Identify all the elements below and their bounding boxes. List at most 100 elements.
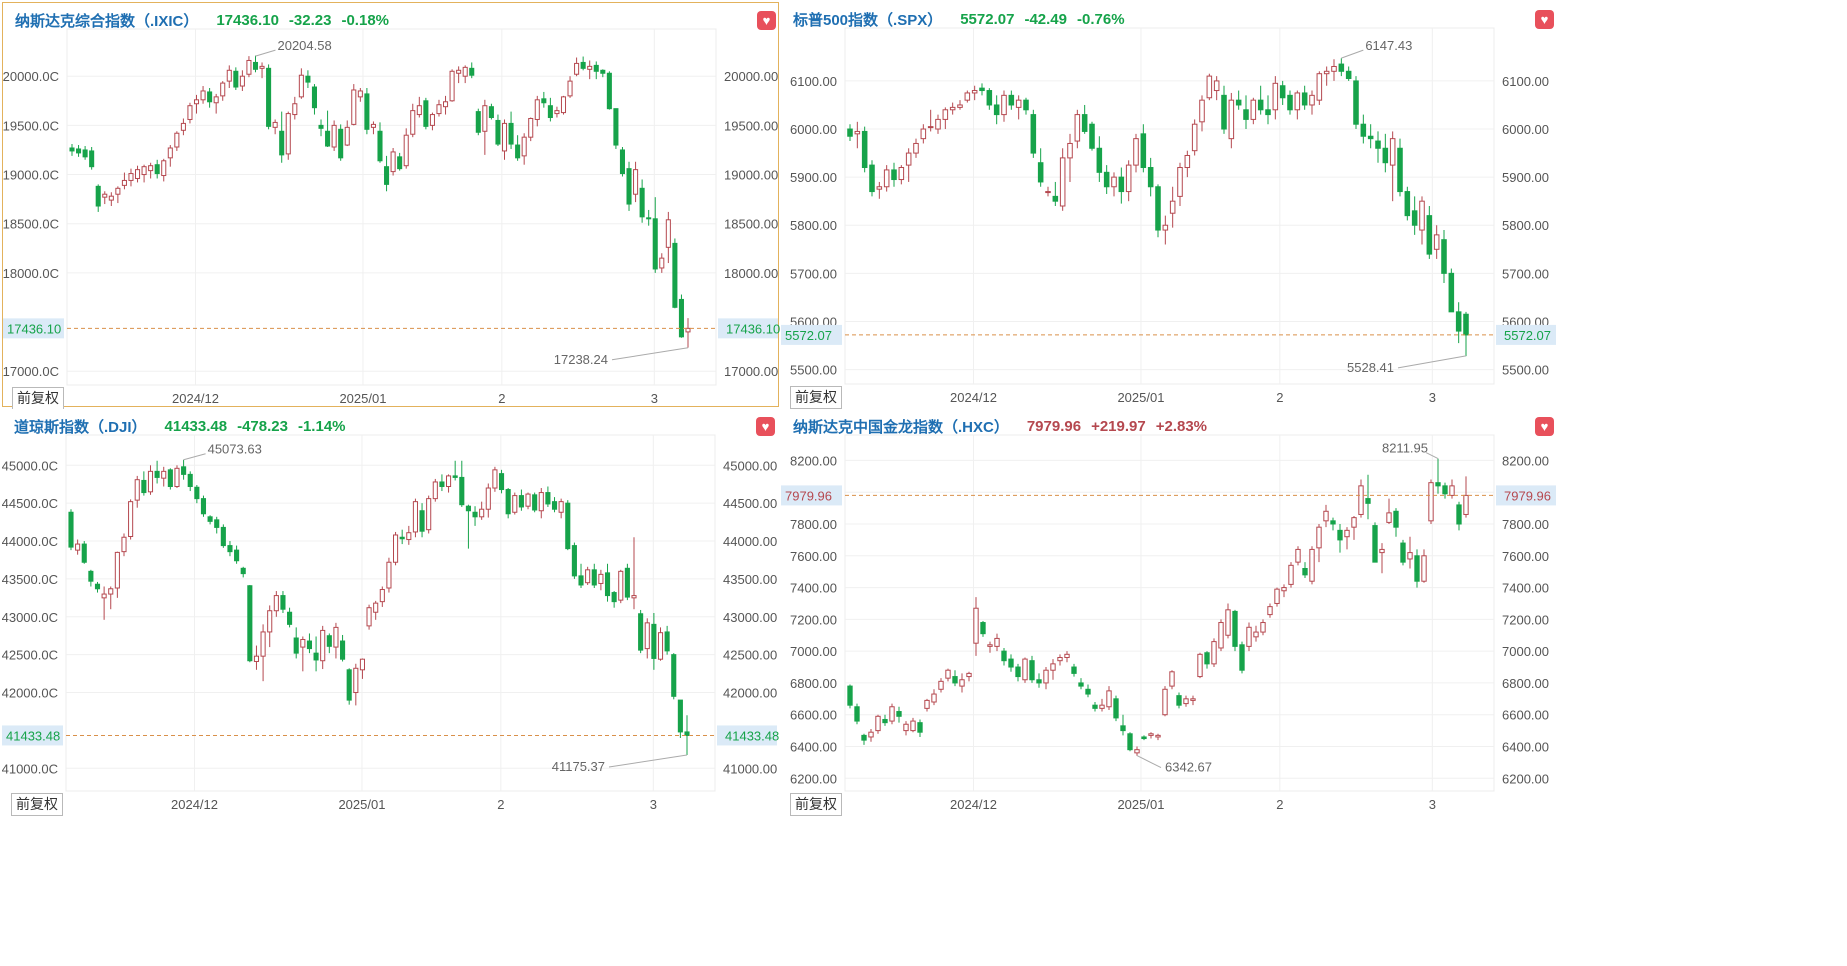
candle-body xyxy=(353,667,359,694)
candle-body xyxy=(1389,138,1396,166)
price-adjustment-button[interactable]: 前复权 xyxy=(790,793,842,816)
candle-body xyxy=(1455,311,1462,332)
candle-body xyxy=(1162,224,1169,231)
chart-panel-dji[interactable]: 道琼斯指数（.DJI） 41433.48 -478.23 -1.14% ♥ 45… xyxy=(2,409,779,816)
candle-body xyxy=(88,570,94,582)
candle-body xyxy=(1030,114,1037,154)
candle-body xyxy=(1330,520,1336,525)
current-price-tag-bg xyxy=(781,324,842,345)
current-price-tag-left: 7979.96 xyxy=(785,488,832,503)
candle-body xyxy=(439,481,445,488)
min-leader-line xyxy=(1136,755,1162,769)
candle-body xyxy=(108,195,114,201)
candle-body xyxy=(429,114,435,126)
chart-panel-ixic[interactable]: 纳斯达克综合指数（.IXIC） 17436.10 -32.23 -0.18% ♥… xyxy=(2,2,780,410)
max-leader-line xyxy=(183,453,206,461)
panel-header: 纳斯达克中国金龙指数（.HXC） 7979.96 +219.97 +2.83% xyxy=(793,415,1207,437)
candle-body xyxy=(515,144,521,159)
candle-body xyxy=(671,654,677,697)
favorite-heart-icon[interactable]: ♥ xyxy=(756,417,775,436)
candle-body xyxy=(631,595,637,599)
y-tick-label-right: 45000.00 xyxy=(723,458,777,473)
max-value-label: 6147.43 xyxy=(1365,38,1412,53)
index-name: 纳斯达克中国金龙指数（.HXC） xyxy=(793,418,1009,436)
y-tick-label-right: 5500.00 xyxy=(1502,363,1549,378)
candle-body xyxy=(1074,114,1081,142)
y-tick-label-left: 18500.0C xyxy=(3,217,59,232)
candle-body xyxy=(1176,695,1182,706)
candle-body xyxy=(326,635,332,647)
favorite-heart-icon[interactable]: ♥ xyxy=(1535,10,1554,29)
candle-body xyxy=(883,169,890,188)
current-price-tag-right: 7979.96 xyxy=(1504,488,1551,503)
favorite-heart-icon[interactable]: ♥ xyxy=(757,11,776,30)
candle-body xyxy=(534,99,540,120)
candle-body xyxy=(1419,200,1425,231)
candle-body xyxy=(1015,666,1021,678)
price-adjustment-button[interactable]: 前复权 xyxy=(11,793,63,816)
candle-body xyxy=(292,103,298,116)
candle-body xyxy=(1301,92,1308,106)
candle-body xyxy=(1287,94,1293,111)
candle-body xyxy=(1190,698,1196,701)
candle-body xyxy=(253,655,260,662)
candle-body xyxy=(260,631,266,657)
current-price-tag-left: 5572.07 xyxy=(785,328,832,343)
candle-body xyxy=(854,706,860,722)
index-change: -42.49 xyxy=(1024,10,1067,28)
candle-body xyxy=(410,110,416,135)
y-tick-label-right: 7000.00 xyxy=(1502,644,1549,659)
candle-body xyxy=(1045,191,1051,194)
candle-body xyxy=(618,570,624,601)
candle-body xyxy=(624,567,630,598)
favorite-heart-icon[interactable]: ♥ xyxy=(1535,417,1554,436)
candle-body xyxy=(154,164,160,175)
candle-body xyxy=(1267,606,1273,616)
candle-body xyxy=(95,185,101,207)
candle-body xyxy=(927,126,934,129)
candle-body xyxy=(973,607,979,644)
price-adjustment-button[interactable]: 前复权 xyxy=(790,386,842,409)
candle-body xyxy=(472,511,478,518)
y-tick-label-left: 5500.00 xyxy=(790,363,837,378)
candle-body xyxy=(1344,529,1350,538)
candle-body xyxy=(1235,99,1242,106)
candle-body xyxy=(338,128,344,159)
price-adjustment-button[interactable]: 前复权 xyxy=(12,387,64,410)
candle-body xyxy=(475,111,481,133)
candle-body xyxy=(980,622,986,635)
x-tick-label: 3 xyxy=(650,797,657,812)
candle-body xyxy=(538,492,544,512)
y-tick-label-right: 44000.00 xyxy=(723,534,777,549)
candle-body xyxy=(1337,529,1343,541)
candle-body xyxy=(220,526,226,547)
candle-body xyxy=(1111,176,1117,188)
panel-header: 标普500指数（.SPX） 5572.07 -42.49 -0.76% xyxy=(793,8,1125,30)
chart-panel-spx[interactable]: 标普500指数（.SPX） 5572.07 -42.49 -0.76% ♥ 61… xyxy=(781,2,1558,409)
candle-body xyxy=(1288,564,1294,585)
candle-body xyxy=(861,130,868,169)
candle-body xyxy=(495,119,501,145)
candle-body xyxy=(1372,525,1378,563)
y-tick-label-right: 5900.00 xyxy=(1502,170,1549,185)
candle-body xyxy=(1204,652,1210,665)
candle-body xyxy=(148,165,154,172)
y-tick-label-left: 17000.0C xyxy=(3,364,59,379)
candle-body xyxy=(1067,142,1073,159)
index-change-pct: -0.76% xyxy=(1077,10,1125,28)
candle-body xyxy=(69,147,75,152)
candle-body xyxy=(181,466,187,475)
candle-body xyxy=(379,589,385,603)
candle-body xyxy=(459,476,465,506)
candle-body xyxy=(423,100,429,127)
candle-body xyxy=(949,106,956,111)
x-tick-label: 2024/12 xyxy=(950,797,997,812)
candle-body xyxy=(259,65,265,69)
candle-body xyxy=(233,70,239,88)
candle-body xyxy=(966,672,972,678)
chart-panel-hxc[interactable]: 纳斯达克中国金龙指数（.HXC） 7979.96 +219.97 +2.83% … xyxy=(781,409,1558,816)
current-price-tag-bg xyxy=(717,725,777,746)
candle-body xyxy=(154,470,160,478)
candle-body xyxy=(547,105,553,119)
candle-body xyxy=(993,104,1000,116)
